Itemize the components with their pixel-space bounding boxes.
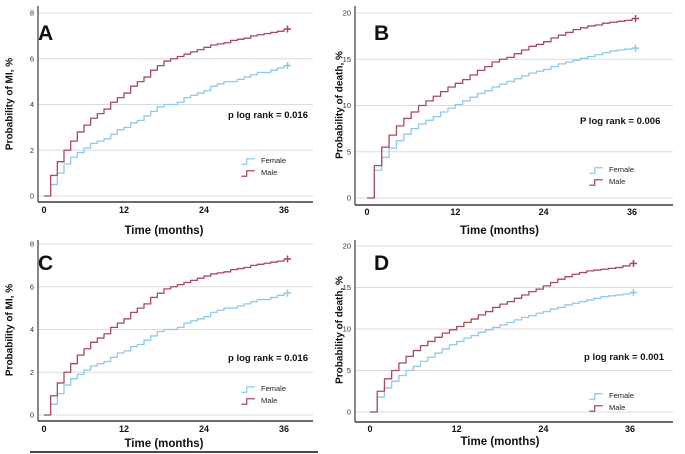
y-tick-label: 0 (30, 411, 34, 420)
km-curve-female (44, 65, 285, 197)
figure-bottom-rule (30, 451, 318, 453)
x-tick-label: 12 (452, 424, 462, 434)
female-line-icon (589, 166, 603, 174)
male-line-icon (241, 169, 255, 177)
x-tick-label: 24 (199, 205, 209, 215)
panel-B-letter: B (374, 22, 391, 45)
x-axis-label: Time (months) (460, 436, 539, 448)
y-tick-label: 10 (343, 325, 351, 334)
y-tick-label: 8 (30, 240, 34, 249)
female-line-icon (241, 157, 255, 165)
panel-D: 0 5 10 15 20 0 12 24 36 Time (months) D Probabili… (335, 240, 685, 454)
legend-item-female: Female (240, 384, 286, 394)
y-tick-label: 0 (347, 194, 351, 203)
x-tick-label: 12 (119, 205, 129, 215)
y-tick-label: 5 (347, 147, 351, 156)
x-tick-label: 0 (41, 424, 46, 434)
panel-B-ylabel: Probability of death, % (334, 51, 346, 159)
km-curve-male (370, 263, 631, 413)
panel-D-ylabel: Probability of death, % (334, 276, 346, 384)
km-curve-female (370, 292, 631, 413)
panel-C: 0 2 4 6 8 0 12 24 36 Time (months) C Probability … (0, 240, 342, 454)
x-tick-label: 36 (279, 424, 289, 434)
legend-item-male: Male (240, 396, 286, 406)
x-tick-label: 36 (625, 424, 635, 434)
legend-item-female: Female (240, 156, 286, 166)
y-tick-label: 20 (343, 9, 351, 18)
y-tick-label: 15 (343, 55, 351, 64)
panel-A-legend: Female Male (240, 156, 286, 178)
x-tick-label: 12 (450, 207, 460, 217)
y-tick-label: 15 (343, 283, 351, 292)
x-tick-label: 36 (627, 207, 637, 217)
x-tick-label: 0 (364, 207, 369, 217)
panel-D-letter: D (374, 252, 391, 275)
km-curve-male (44, 29, 285, 197)
legend-item-female: Female (588, 165, 634, 175)
panel-C-ylabel: Probability of MI, % (4, 283, 16, 377)
legend-item-male: Male (588, 403, 634, 413)
y-tick-label: 2 (30, 368, 34, 377)
y-tick-label: 4 (30, 325, 34, 334)
x-tick-label: 0 (367, 424, 372, 434)
panel-C-letter: C (38, 252, 55, 275)
male-line-icon (589, 404, 603, 412)
x-axis-label: Time (months) (460, 225, 539, 237)
panel-B-legend: Female Male (588, 165, 634, 187)
legend-label-female: Female (609, 165, 635, 174)
panel-D-pvalue: p log rank = 0.001 (584, 352, 664, 363)
y-tick-label: 8 (30, 9, 34, 18)
y-tick-label: 4 (30, 100, 34, 109)
y-tick-label: 5 (347, 366, 351, 375)
km-curve-male (44, 258, 285, 416)
y-tick-label: 0 (30, 192, 34, 201)
x-axis-label: Time (months) (124, 438, 203, 450)
legend-label-male: Male (261, 396, 278, 405)
legend-label-male: Male (261, 168, 278, 177)
legend-item-male: Male (588, 177, 634, 187)
panel-D-plot: 0 5 10 15 20 0 12 24 36 Time (months) (343, 240, 673, 448)
legend-label-female: Female (609, 391, 635, 400)
panel-B-plot: 0 5 10 15 20 0 12 24 36 Time (months) (343, 6, 673, 237)
km-curve-male (367, 18, 633, 199)
km-curve-female (44, 293, 285, 416)
y-tick-label: 6 (30, 54, 34, 63)
y-tick-label: 6 (30, 282, 34, 291)
female-line-icon (589, 392, 603, 400)
y-tick-label: 0 (347, 408, 351, 417)
x-tick-label: 24 (539, 207, 549, 217)
panel-A-ylabel: Probability of MI, % (4, 57, 16, 151)
female-line-icon (241, 385, 255, 393)
panel-C-legend: Female Male (240, 384, 286, 406)
x-tick-label: 36 (279, 205, 289, 215)
x-tick-label: 12 (119, 424, 129, 434)
legend-label-male: Male (609, 403, 626, 412)
x-tick-label: 24 (199, 424, 209, 434)
legend-label-female: Female (261, 384, 287, 393)
x-tick-label: 0 (41, 205, 46, 215)
panel-A-letter: A (38, 22, 55, 45)
legend-item-female: Female (588, 391, 634, 401)
panel-A-pvalue: p log rank = 0.016 (228, 110, 308, 121)
panel-B-pvalue: P log rank = 0.006 (580, 116, 661, 127)
panel-D-legend: Female Male (588, 391, 634, 413)
x-tick-label: 24 (538, 424, 548, 434)
y-tick-label: 10 (343, 101, 351, 110)
male-line-icon (589, 178, 603, 186)
x-axis-label: Time (months) (124, 225, 203, 237)
panel-C-pvalue: p log rank = 0.016 (228, 353, 308, 364)
male-line-icon (241, 397, 255, 405)
panel-B: 0 5 10 15 20 0 12 24 36 Time (months) B Probabili… (335, 0, 685, 240)
y-tick-label: 20 (343, 242, 351, 251)
y-tick-label: 2 (30, 146, 34, 155)
legend-item-male: Male (240, 168, 286, 178)
legend-label-male: Male (609, 177, 626, 186)
panel-A: 0 2 4 6 8 0 12 24 36 Time (months) A Probability … (0, 0, 342, 240)
km-curve-female (367, 48, 633, 199)
legend-label-female: Female (261, 156, 287, 165)
